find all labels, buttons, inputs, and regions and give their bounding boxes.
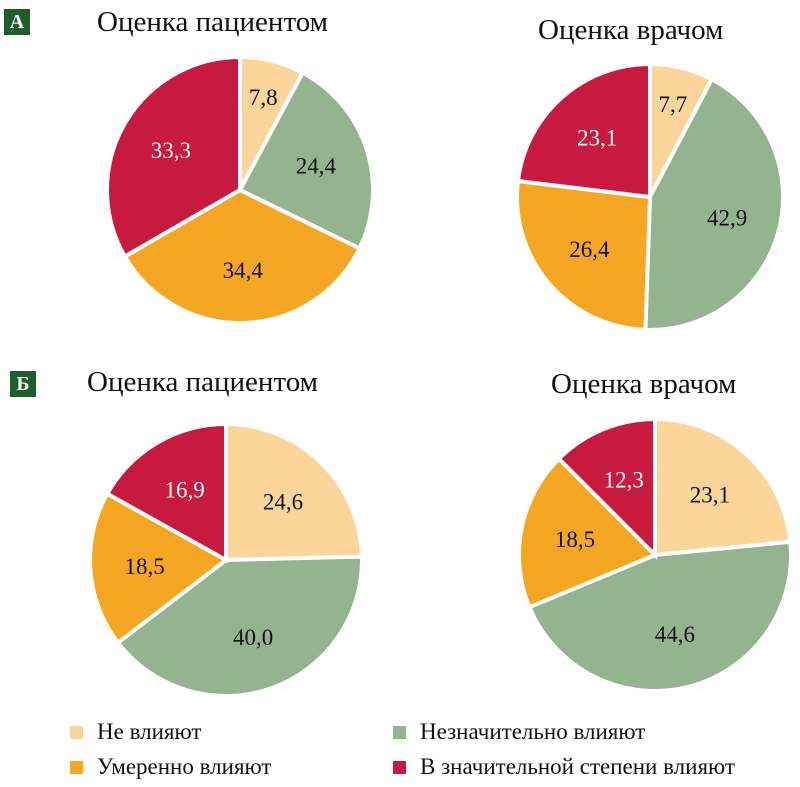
legend-item-strong: В значительной степени влияют — [393, 754, 735, 780]
data-label: 24,6 — [263, 490, 303, 515]
pie-slice-strong — [515, 61, 652, 200]
pie-slice-none — [224, 421, 365, 563]
legend-label: Умеренно влияют — [97, 754, 272, 779]
chart-title: Оценка врачом — [551, 368, 737, 400]
pie-slice-strong — [556, 416, 657, 560]
data-label: 24,4 — [296, 153, 337, 178]
pie-slice-none — [653, 416, 793, 558]
data-label: 44,6 — [655, 622, 695, 647]
data-label: 12,3 — [604, 468, 644, 493]
data-label: 42,9 — [707, 205, 747, 230]
data-label: 7,8 — [249, 85, 278, 110]
data-label: 23,1 — [577, 125, 617, 150]
pie-slice-moderate — [88, 491, 230, 646]
data-label: 33,3 — [151, 138, 191, 163]
pie-slice-moderate — [517, 455, 659, 610]
pie-slice-moderate — [515, 178, 653, 332]
data-label: 18,5 — [555, 527, 595, 552]
panel-label-b: Б — [10, 371, 36, 397]
chart-title: Оценка пациентом — [87, 366, 319, 398]
data-label: 40,0 — [233, 625, 273, 650]
data-label: 18,5 — [124, 554, 164, 579]
legend-label: В значительной степени влияют — [420, 754, 735, 779]
chart-title: Оценка пациентом — [97, 6, 329, 38]
legend-item-none: Не влияют — [70, 719, 201, 745]
data-label: 7,7 — [659, 92, 688, 117]
legend-item-slight: Незначительно влияют — [393, 719, 645, 745]
panel-label-a: А — [4, 9, 30, 35]
legend-item-moderate: Умеренно влияют — [70, 754, 271, 780]
legend-label: Незначительно влияют — [420, 719, 646, 744]
data-label: 26,4 — [569, 237, 610, 262]
pie-slice-slight — [643, 76, 785, 332]
pie-slice-slight — [115, 554, 364, 698]
legend-swatch — [70, 725, 83, 739]
legend-swatch — [393, 760, 406, 774]
legend-swatch — [393, 725, 406, 739]
data-label: 34,4 — [223, 258, 264, 283]
pie-slice-strong — [104, 421, 228, 564]
pie-slice-slight — [526, 539, 793, 693]
data-label: 23,1 — [690, 483, 730, 508]
legend-swatch — [70, 760, 83, 774]
chart-title: Оценка врачом — [538, 14, 724, 46]
legend-label: Не влияют — [97, 719, 202, 744]
pie-slice-strong — [105, 54, 242, 260]
data-label: 16,9 — [165, 478, 205, 503]
